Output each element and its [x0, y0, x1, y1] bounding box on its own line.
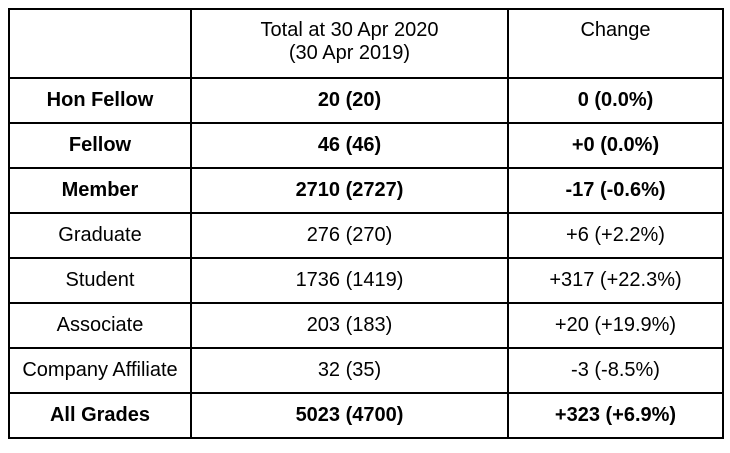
- table-row-hon-fellow: Hon Fellow 20 (20) 0 (0.0%): [8, 77, 724, 124]
- table-row-company-affiliate: Company Affiliate 32 (35) -3 (-8.5%): [8, 347, 724, 394]
- change-cell: +20 (+19.9%): [507, 302, 724, 349]
- change-cell: -3 (-8.5%): [507, 347, 724, 394]
- grade-cell: Associate: [8, 302, 192, 349]
- table-row-all-grades: All Grades 5023 (4700) +323 (+6.9%): [8, 392, 724, 439]
- grade-cell: Fellow: [8, 122, 192, 169]
- change-cell: +6 (+2.2%): [507, 212, 724, 259]
- change-cell: -17 (-0.6%): [507, 167, 724, 214]
- total-cell: 203 (183): [190, 302, 509, 349]
- total-cell: 20 (20): [190, 77, 509, 124]
- grade-cell: Company Affiliate: [8, 347, 192, 394]
- table-header-row: Total at 30 Apr 2020 (30 Apr 2019) Chang…: [8, 8, 724, 79]
- grade-cell: Member: [8, 167, 192, 214]
- total-column-header-line2: (30 Apr 2019): [288, 42, 411, 64]
- table-row-graduate: Graduate 276 (270) +6 (+2.2%): [8, 212, 724, 259]
- change-column-header: Change: [507, 8, 724, 79]
- table-row-student: Student 1736 (1419) +317 (+22.3%): [8, 257, 724, 304]
- table-row-associate: Associate 203 (183) +20 (+19.9%): [8, 302, 724, 349]
- membership-grades-table: Total at 30 Apr 2020 (30 Apr 2019) Chang…: [8, 8, 724, 439]
- change-cell: +323 (+6.9%): [507, 392, 724, 439]
- total-cell: 1736 (1419): [190, 257, 509, 304]
- total-cell: 5023 (4700): [190, 392, 509, 439]
- total-column-header-line1: Total at 30 Apr 2020: [260, 19, 439, 41]
- change-cell: 0 (0.0%): [507, 77, 724, 124]
- change-cell: +317 (+22.3%): [507, 257, 724, 304]
- change-cell: +0 (0.0%): [507, 122, 724, 169]
- grade-cell: Graduate: [8, 212, 192, 259]
- grade-cell: All Grades: [8, 392, 192, 439]
- table-row-fellow: Fellow 46 (46) +0 (0.0%): [8, 122, 724, 169]
- membership-grades-table-wrap: Total at 30 Apr 2020 (30 Apr 2019) Chang…: [8, 8, 724, 439]
- total-column-header: Total at 30 Apr 2020 (30 Apr 2019): [190, 8, 509, 79]
- total-cell: 46 (46): [190, 122, 509, 169]
- total-cell: 2710 (2727): [190, 167, 509, 214]
- total-cell: 276 (270): [190, 212, 509, 259]
- table-row-member: Member 2710 (2727) -17 (-0.6%): [8, 167, 724, 214]
- grade-cell: Hon Fellow: [8, 77, 192, 124]
- grade-cell: Student: [8, 257, 192, 304]
- total-cell: 32 (35): [190, 347, 509, 394]
- grade-column-header: [8, 8, 192, 79]
